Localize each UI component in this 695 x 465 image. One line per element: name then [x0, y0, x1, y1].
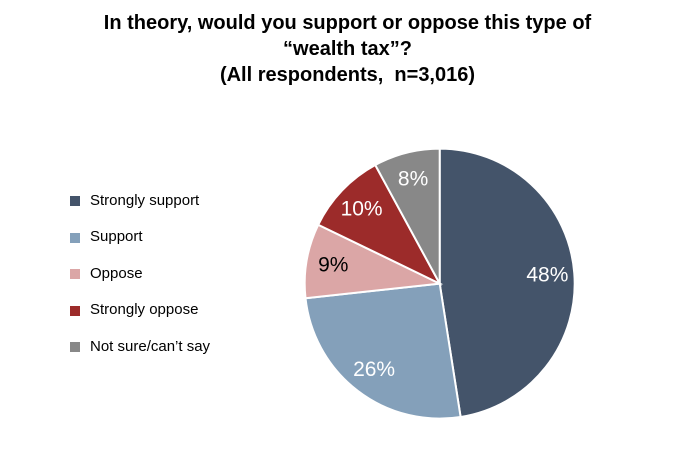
svg-text:9%: 9%	[318, 254, 348, 277]
svg-text:8%: 8%	[398, 167, 428, 190]
svg-text:10%: 10%	[341, 198, 383, 221]
svg-text:48%: 48%	[526, 264, 568, 287]
svg-text:26%: 26%	[353, 358, 395, 381]
